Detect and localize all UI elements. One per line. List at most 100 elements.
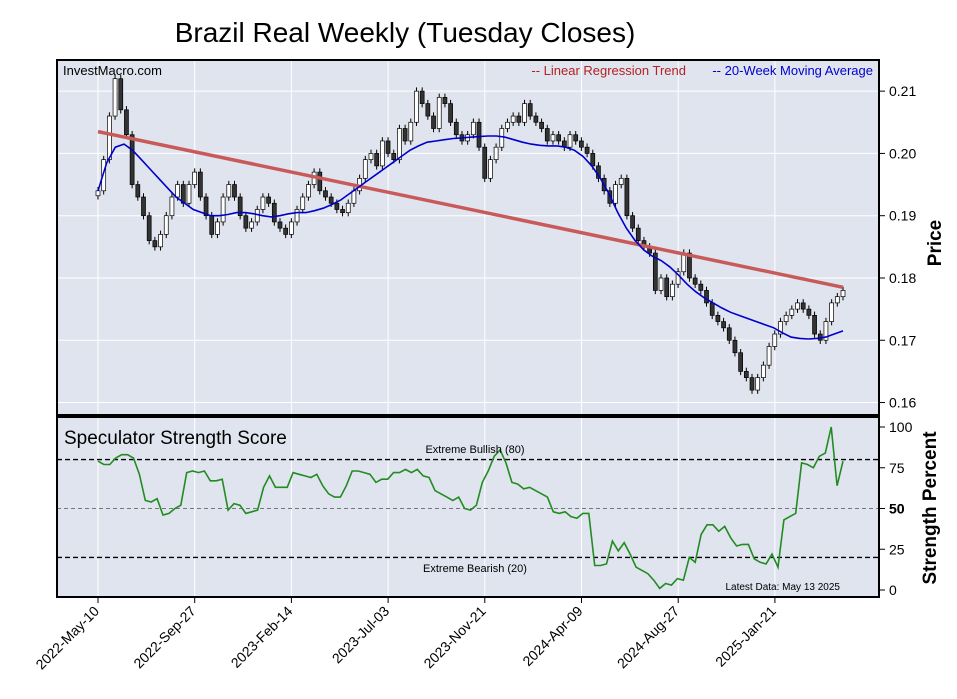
ref-label-mid: 50	[889, 501, 905, 517]
candle	[368, 149, 374, 164]
candle	[300, 193, 306, 214]
price-y-axis: 0.16 0.17 0.18 0.19 0.20 0.21	[879, 83, 916, 411]
x-tick-label: 2022-May-10	[32, 603, 102, 673]
strength-series-line	[97, 426, 844, 590]
candle	[539, 118, 544, 133]
strength-panel-background	[57, 417, 879, 597]
candle	[431, 112, 436, 133]
candle	[516, 112, 522, 127]
price-y-tick-label: 0.17	[889, 332, 916, 348]
candle	[448, 99, 453, 127]
candle	[840, 286, 846, 301]
candle	[289, 218, 294, 239]
candle	[414, 87, 419, 127]
candle	[436, 93, 442, 133]
candle	[698, 280, 704, 295]
candle	[652, 249, 658, 295]
candle	[226, 180, 232, 201]
candle	[732, 336, 738, 357]
candle	[800, 299, 806, 313]
candle	[533, 112, 539, 127]
candle	[198, 168, 203, 201]
candle	[402, 124, 408, 145]
candle	[772, 330, 778, 351]
strength-y-axis: 0 25 50 75 100	[879, 419, 913, 598]
strength-title: Speculator Strength Score	[64, 428, 287, 449]
candle	[107, 112, 112, 164]
candle	[141, 193, 146, 220]
candle	[579, 137, 584, 151]
candle	[499, 124, 505, 151]
candle	[192, 168, 198, 189]
candle	[152, 236, 158, 251]
candle	[778, 317, 783, 338]
x-tick-label: 2024-Apr-09	[519, 603, 585, 669]
candle	[834, 292, 840, 307]
candle	[186, 180, 192, 207]
candle	[743, 367, 749, 382]
candle	[385, 137, 391, 158]
candle	[522, 99, 527, 127]
strength-gridlines	[97, 417, 776, 597]
candle	[635, 224, 641, 245]
candle	[664, 274, 670, 301]
candle	[243, 211, 249, 232]
chart-title: Brazil Real Weekly (Tuesday Closes)	[175, 17, 636, 48]
candle	[789, 305, 795, 320]
candle	[505, 118, 510, 133]
candle	[442, 93, 448, 108]
candle	[721, 317, 726, 332]
candle	[169, 193, 175, 220]
watermark: InvestMacro.com	[63, 63, 162, 78]
candle	[755, 373, 761, 394]
price-y-tick-label: 0.16	[889, 395, 916, 411]
candle	[618, 174, 624, 189]
candle	[283, 224, 289, 239]
candle	[277, 218, 283, 232]
candle	[158, 230, 163, 251]
candle	[266, 193, 271, 207]
price-overlay-lines	[97, 129, 844, 340]
candle	[527, 99, 533, 120]
candle	[215, 218, 220, 239]
moving-average-line	[97, 135, 844, 340]
candle	[556, 131, 561, 145]
candle	[345, 199, 351, 217]
candle	[237, 193, 243, 220]
candle	[692, 274, 698, 288]
regression-line	[97, 129, 844, 290]
ref-label-bullish: Extreme Bullish (80)	[425, 444, 524, 456]
candle	[470, 118, 476, 139]
candle	[658, 274, 664, 295]
candle	[795, 299, 800, 313]
x-tick-label: 2023-Jul-03	[329, 603, 393, 667]
candle	[306, 180, 311, 201]
price-panel-background	[57, 60, 879, 415]
candle	[493, 143, 499, 164]
strength-y-tick-label: 100	[889, 419, 913, 435]
candle	[823, 317, 829, 344]
strength-y-label: Strength Percent	[920, 431, 941, 585]
candle	[806, 305, 812, 320]
latest-data-note: Latest Data: May 13 2025	[725, 582, 840, 593]
candle	[425, 99, 431, 120]
candle	[146, 211, 152, 245]
x-tick-label: 2023-Nov-21	[420, 603, 489, 672]
candle	[220, 193, 226, 226]
candle	[135, 180, 141, 201]
candle	[567, 131, 573, 151]
candle	[738, 348, 743, 376]
candle	[129, 131, 135, 189]
candle	[317, 168, 323, 195]
price-y-label: Price	[925, 220, 946, 266]
candle	[380, 137, 385, 170]
candle	[101, 155, 107, 195]
x-axis: 2022-May-10 2022-Sep-27 2023-Feb-14 2023-Ju…	[32, 597, 779, 672]
candle	[544, 124, 550, 145]
candle	[482, 143, 488, 183]
x-tick-label: 2024-Aug-27	[614, 603, 683, 672]
candle	[573, 131, 579, 145]
price-gridlines	[57, 60, 879, 415]
price-panel-frame	[56, 59, 880, 416]
strength-panel-frame	[56, 416, 880, 598]
